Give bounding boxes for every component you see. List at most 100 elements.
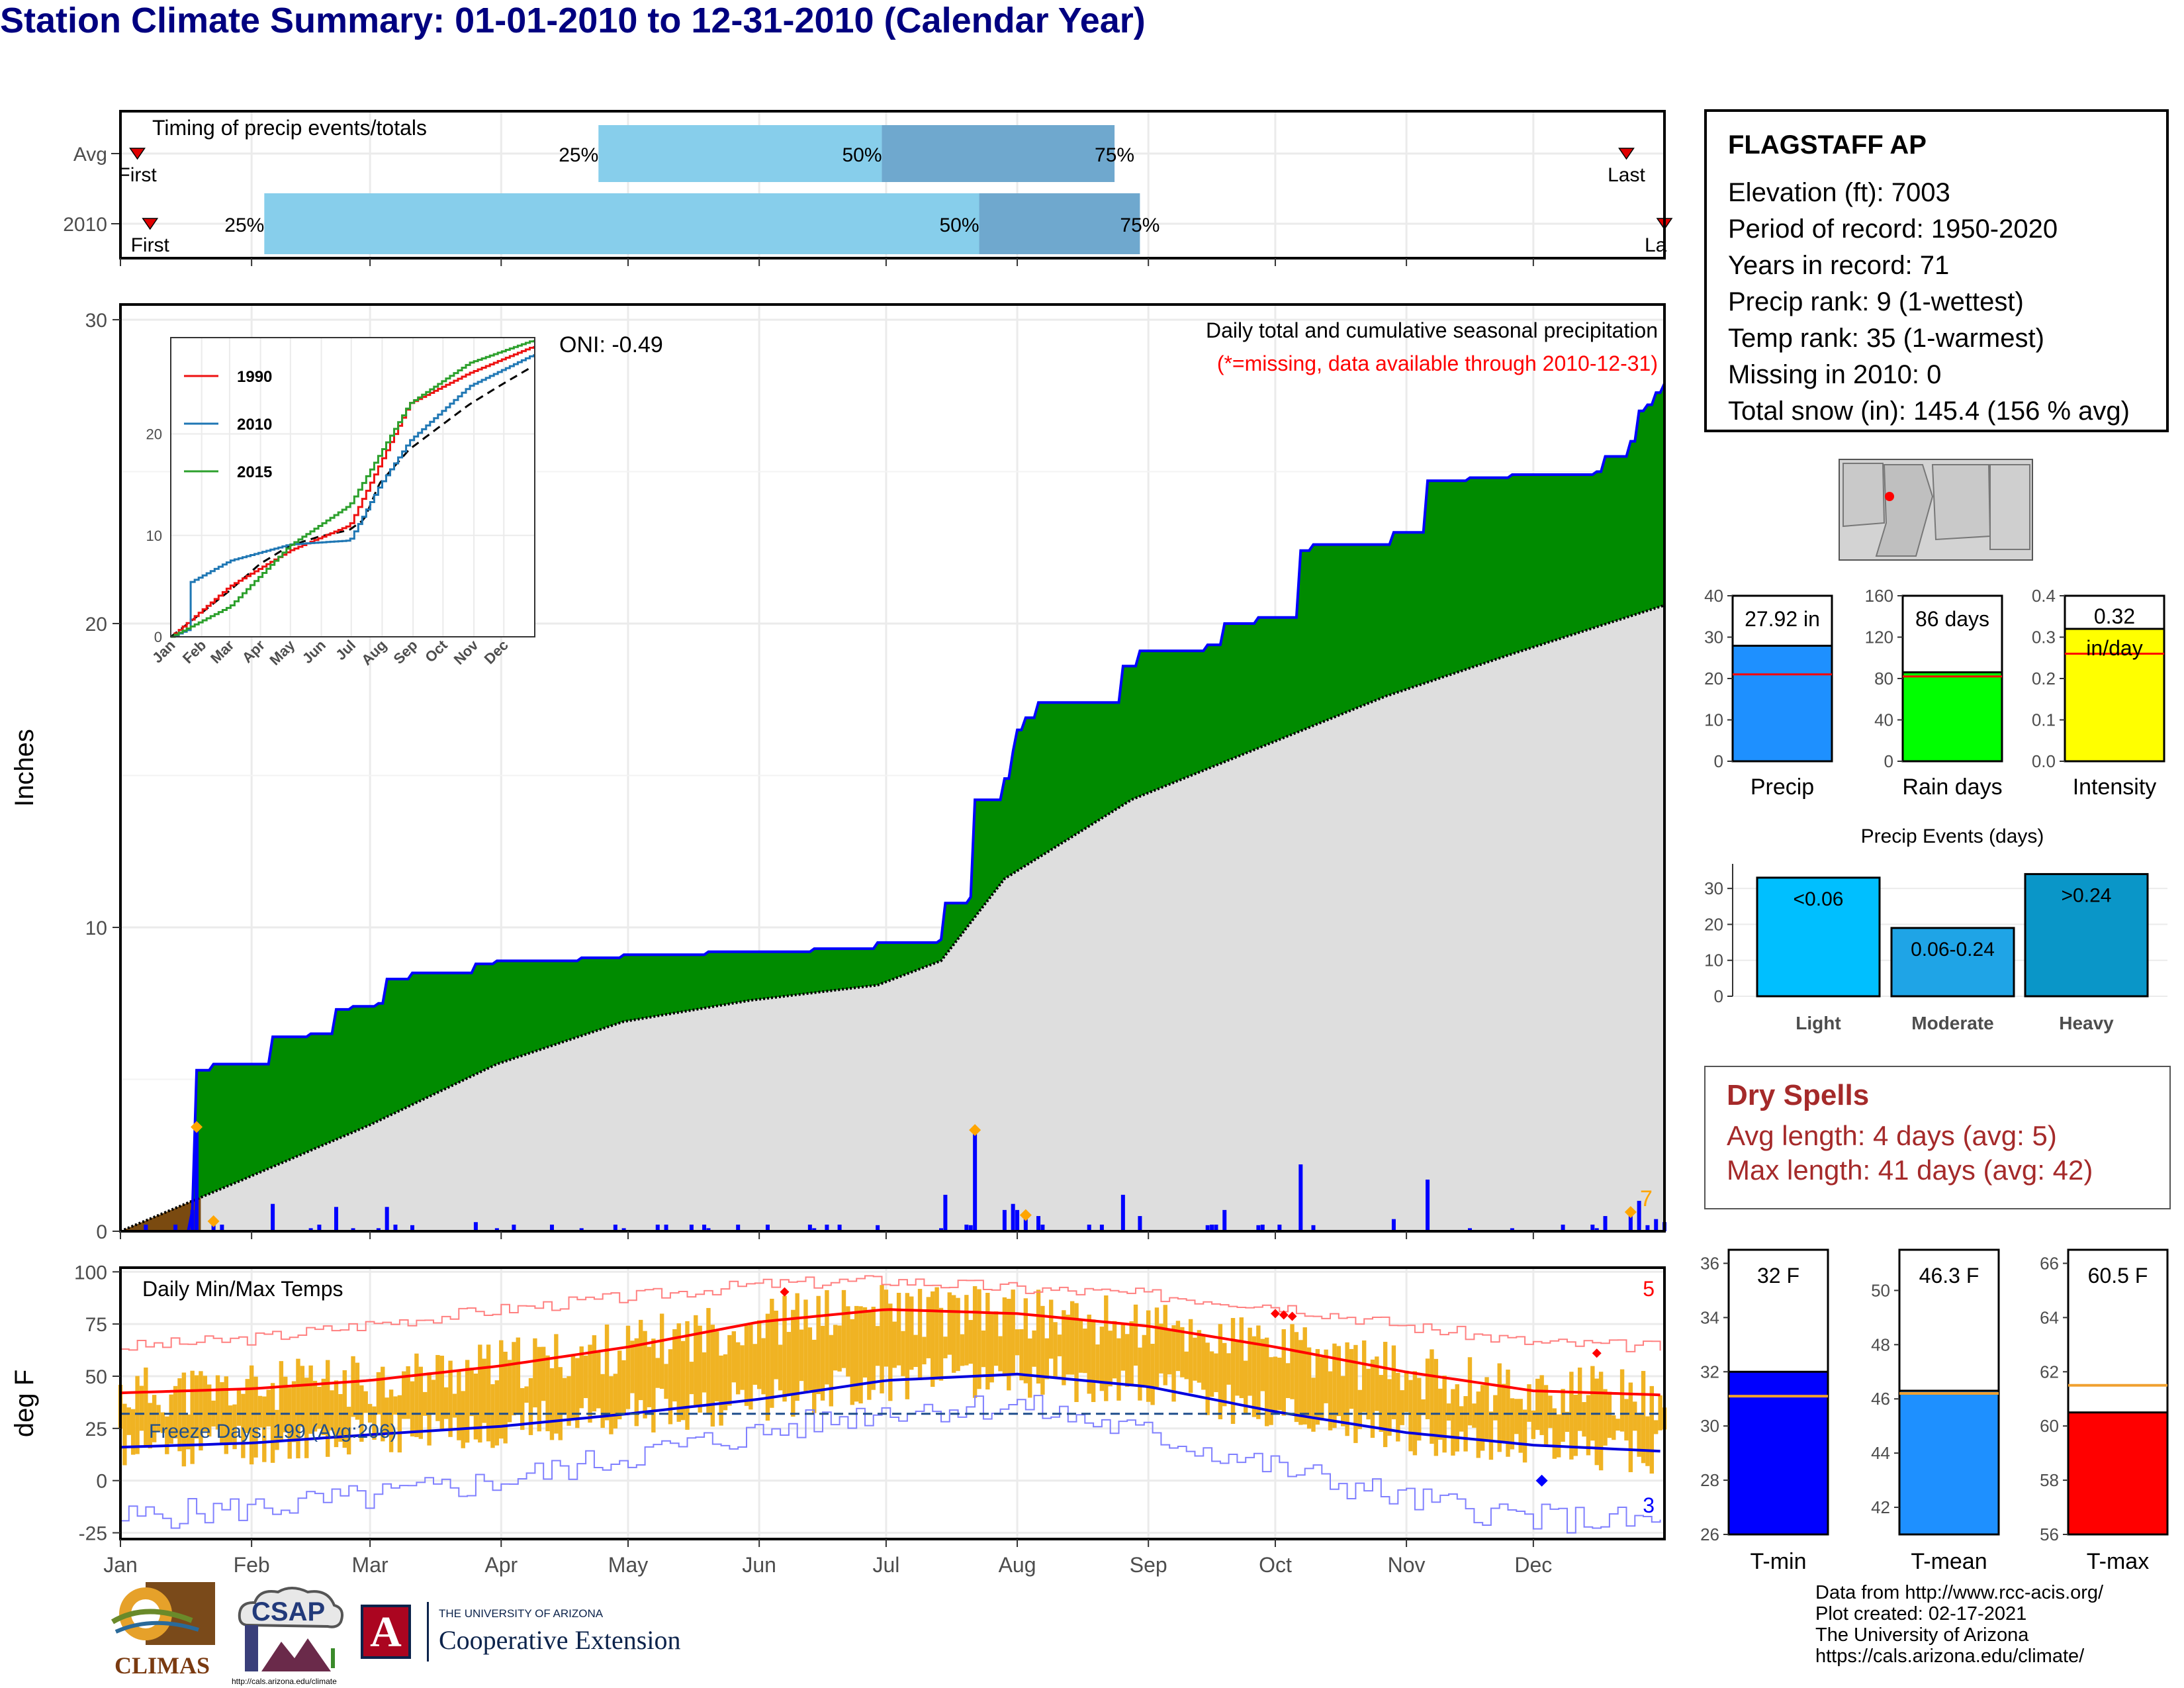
- daily-temp-bar: [795, 1293, 799, 1401]
- event-category: Moderate: [1911, 1013, 1993, 1033]
- precip-caption: Daily total and cumulative seasonal prec…: [1206, 318, 1658, 342]
- daily-temp-bar: [461, 1391, 465, 1448]
- daily-temp-bar: [478, 1344, 482, 1443]
- mini-bar-ytick: 20: [1704, 669, 1723, 688]
- daily-temp-bar: [1044, 1338, 1049, 1380]
- temp-bar-ytick: 48: [1871, 1335, 1890, 1354]
- mini-bar-value: 86 days: [1915, 607, 1989, 631]
- daily-precip-bar: [1510, 1228, 1514, 1231]
- daily-temp-bar: [1586, 1395, 1591, 1456]
- daily-temp-bar: [1108, 1331, 1113, 1387]
- mini-bar-ytick: 0: [1884, 751, 1893, 771]
- daily-temp-bar: [972, 1286, 978, 1398]
- daily-temp-bar: [1269, 1357, 1273, 1425]
- daily-temp-bar: [541, 1346, 546, 1401]
- temp-bar-ytick: 62: [2040, 1362, 2059, 1382]
- daily-temp-bar: [727, 1335, 732, 1406]
- daily-temp-bar: [1281, 1329, 1286, 1416]
- mini-bar-label: Rain days: [1902, 774, 2002, 800]
- daily-temp-bar: [1467, 1357, 1473, 1426]
- event-category: Heavy: [2059, 1013, 2114, 1033]
- daily-temp-bar: [1209, 1351, 1214, 1397]
- daily-precip-bar: [664, 1225, 668, 1231]
- record-high-marker: [1287, 1311, 1297, 1321]
- daily-temp-bar: [617, 1350, 622, 1420]
- daily-temp-bar: [689, 1362, 694, 1395]
- daily-temp-bar: [490, 1384, 495, 1448]
- daily-temp-bar: [1594, 1378, 1599, 1466]
- daily-precip-bar: [220, 1225, 224, 1231]
- temp-bar: [1898, 1389, 2000, 1536]
- daily-temp-bar: [1125, 1334, 1130, 1387]
- daily-temp-bar: [1396, 1372, 1400, 1442]
- daily-temp-bar: [1277, 1357, 1282, 1411]
- temp-bar-label: T-max: [2087, 1549, 2149, 1574]
- daily-temp-bar: [334, 1380, 339, 1448]
- daily-temp-bar: [486, 1344, 491, 1442]
- daily-temp-bar: [1146, 1310, 1151, 1402]
- daily-temp-bar: [841, 1289, 846, 1368]
- daily-temp-bar: [1298, 1340, 1303, 1425]
- event-bar: [1756, 876, 1881, 998]
- daily-temp-bar: [960, 1334, 965, 1366]
- daily-precip-bar: [1023, 1219, 1028, 1231]
- daily-temp-bar: [989, 1314, 994, 1383]
- temp-bar-value: 32 F: [1757, 1264, 1799, 1288]
- daily-temp-bar: [588, 1344, 592, 1423]
- daily-temp-bar: [1193, 1337, 1197, 1381]
- daily-temp-bar: [1480, 1385, 1485, 1451]
- mini-bar-ytick: 0.2: [2032, 669, 2056, 688]
- daily-temp-bar: [630, 1340, 635, 1393]
- event-bar: [1890, 927, 2015, 998]
- temp-ytick: 50: [85, 1366, 107, 1388]
- station-info-box: FLAGSTAFF AP Elevation (ft): 7003 Period …: [1704, 109, 2169, 432]
- daily-temp-bar: [215, 1375, 220, 1430]
- daily-temp-bar: [1188, 1319, 1193, 1393]
- daily-temp-bar: [228, 1405, 233, 1444]
- temp-bar-ytick: 64: [2040, 1307, 2059, 1327]
- daily-precip-bar: [1260, 1225, 1265, 1231]
- month-xtick: Dec: [1514, 1553, 1552, 1577]
- daily-precip-bar: [317, 1225, 322, 1231]
- daily-temp-bar: [621, 1360, 626, 1415]
- daily-temp-bar: [871, 1307, 876, 1390]
- daily-temp-bar: [1624, 1399, 1629, 1441]
- daily-temp-bar: [1167, 1329, 1172, 1375]
- daily-temp-bar: [807, 1327, 813, 1391]
- daily-temp-bar: [1375, 1356, 1379, 1411]
- daily-temp-bar: [676, 1323, 681, 1422]
- daily-precip-bar: [1603, 1216, 1608, 1231]
- record-low-marker: [1535, 1474, 1548, 1487]
- daily-temp-bar: [296, 1358, 300, 1459]
- daily-temp-bar: [270, 1383, 275, 1463]
- daily-temp-bar: [1273, 1356, 1278, 1413]
- temp-bar-ytick: 56: [2040, 1524, 2059, 1544]
- daily-precip-bar: [308, 1228, 313, 1231]
- daily-precip-bar: [1214, 1225, 1218, 1231]
- daily-precip-bar: [1311, 1225, 1316, 1231]
- mini-bar-ytick: 0.4: [2032, 586, 2056, 606]
- daily-temp-bar: [1433, 1358, 1439, 1456]
- dry-spells-max: Max length: 41 days (avg: 42): [1727, 1154, 2093, 1186]
- daily-temp-bar: [139, 1385, 144, 1431]
- daily-temp-bar: [837, 1325, 842, 1372]
- daily-temp-bar: [423, 1391, 428, 1416]
- daily-temp-bar: [1612, 1415, 1616, 1440]
- daily-temp-bar: [342, 1370, 347, 1448]
- daily-temp-bar: [1011, 1289, 1015, 1374]
- daily-temp-bar: [634, 1338, 639, 1427]
- climas-logo: CLIMAS: [106, 1582, 218, 1679]
- event-category: Light: [1796, 1013, 1841, 1033]
- dry-spells-box: Dry Spells Avg length: 4 days (avg: 5) M…: [1704, 1066, 2171, 1209]
- daily-temp-bar: [388, 1389, 394, 1452]
- daily-temp-bar: [1264, 1337, 1269, 1427]
- daily-precip-bar: [812, 1228, 817, 1231]
- daily-precip-bar: [973, 1134, 978, 1231]
- record-min-line: [120, 1395, 1661, 1534]
- station-detail-line: Missing in 2010: 0: [1728, 360, 1942, 389]
- record-precip-marker: [207, 1215, 220, 1227]
- daily-temp-bar: [685, 1321, 690, 1430]
- mini-bar-ytick: 40: [1874, 710, 1893, 730]
- temp-bar-value: 60.5 F: [2088, 1264, 2148, 1288]
- daily-temp-bar: [1294, 1332, 1299, 1423]
